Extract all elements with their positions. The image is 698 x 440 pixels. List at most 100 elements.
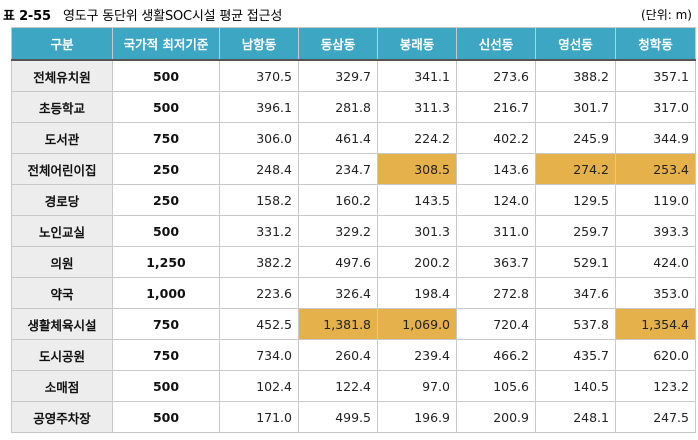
highlighted-value-cell: 1,381.8 bbox=[298, 308, 378, 340]
standard-cell: 750 bbox=[112, 339, 220, 371]
value-cell: 200.2 bbox=[377, 246, 457, 278]
value-cell: 306.0 bbox=[219, 122, 299, 154]
value-cell: 245.9 bbox=[535, 122, 616, 154]
value-cell: 122.4 bbox=[298, 370, 378, 402]
row-label: 노인교실 bbox=[11, 215, 113, 247]
value-cell: 105.6 bbox=[456, 370, 536, 402]
value-cell: 97.0 bbox=[377, 370, 457, 402]
highlighted-value-cell: 253.4 bbox=[615, 153, 696, 185]
value-cell: 196.9 bbox=[377, 401, 457, 433]
table-row: 전체유치원 500 370.5 329.7 341.1 273.6 388.2 357.1 bbox=[11, 59, 696, 92]
value-cell: 247.5 bbox=[615, 401, 696, 433]
header-namhang: 남항동 bbox=[219, 27, 299, 61]
standard-cell: 500 bbox=[112, 215, 220, 247]
value-cell: 248.4 bbox=[219, 153, 299, 185]
value-cell: 370.5 bbox=[219, 59, 299, 92]
value-cell: 311.0 bbox=[456, 215, 536, 247]
value-cell: 311.3 bbox=[377, 91, 457, 123]
row-label: 전체어린이집 bbox=[11, 153, 113, 185]
value-cell: 537.8 bbox=[535, 308, 616, 340]
value-cell: 341.1 bbox=[377, 59, 457, 92]
value-cell: 234.7 bbox=[298, 153, 378, 185]
value-cell: 301.3 bbox=[377, 215, 457, 247]
value-cell: 452.5 bbox=[219, 308, 299, 340]
row-label: 도시공원 bbox=[11, 339, 113, 371]
row-label: 초등학교 bbox=[11, 91, 113, 123]
value-cell: 260.4 bbox=[298, 339, 378, 371]
value-cell: 734.0 bbox=[219, 339, 299, 371]
table-row: 도서관 750 306.0 461.4 224.2 402.2 245.9 344.9 bbox=[11, 122, 696, 154]
value-cell: 497.6 bbox=[298, 246, 378, 278]
value-cell: 363.7 bbox=[456, 246, 536, 278]
value-cell: 317.0 bbox=[615, 91, 696, 123]
value-cell: 140.5 bbox=[535, 370, 616, 402]
value-cell: 200.9 bbox=[456, 401, 536, 433]
standard-cell: 750 bbox=[112, 122, 220, 154]
value-cell: 224.2 bbox=[377, 122, 457, 154]
table-row: 전체어린이집 250 248.4 234.7 308.5 143.6 274.2 253.4 bbox=[11, 153, 696, 185]
highlighted-value-cell: 274.2 bbox=[535, 153, 616, 185]
value-cell: 223.6 bbox=[219, 277, 299, 309]
value-cell: 143.5 bbox=[377, 184, 457, 216]
table-title: 영도구 동단위 생활SOC시설 평균 접근성 bbox=[63, 9, 283, 24]
value-cell: 344.9 bbox=[615, 122, 696, 154]
value-cell: 331.2 bbox=[219, 215, 299, 247]
table-row: 도시공원 750 734.0 260.4 239.4 466.2 435.7 620.0 bbox=[11, 339, 696, 371]
standard-cell: 250 bbox=[112, 184, 220, 216]
value-cell: 347.6 bbox=[535, 277, 616, 309]
standard-cell: 1,000 bbox=[112, 277, 220, 309]
row-label: 생활체육시설 bbox=[11, 308, 113, 340]
row-label: 경로당 bbox=[11, 184, 113, 216]
value-cell: 239.4 bbox=[377, 339, 457, 371]
value-cell: 102.4 bbox=[219, 370, 299, 402]
value-cell: 461.4 bbox=[298, 122, 378, 154]
value-cell: 393.3 bbox=[615, 215, 696, 247]
value-cell: 382.2 bbox=[219, 246, 299, 278]
highlighted-value-cell: 1,069.0 bbox=[377, 308, 457, 340]
standard-cell: 500 bbox=[112, 91, 220, 123]
highlighted-value-cell: 1,354.4 bbox=[615, 308, 696, 340]
value-cell: 466.2 bbox=[456, 339, 536, 371]
table-number: 표 2-55 bbox=[3, 9, 51, 24]
value-cell: 158.2 bbox=[219, 184, 299, 216]
value-cell: 160.2 bbox=[298, 184, 378, 216]
value-cell: 720.4 bbox=[456, 308, 536, 340]
value-cell: 388.2 bbox=[535, 59, 616, 92]
value-cell: 123.2 bbox=[615, 370, 696, 402]
header-category: 구분 bbox=[11, 27, 113, 61]
unit-label: (단위: m) bbox=[641, 8, 692, 22]
table-row: 약국 1,000 223.6 326.4 198.4 272.8 347.6 353.0 bbox=[11, 277, 696, 309]
value-cell: 353.0 bbox=[615, 277, 696, 309]
row-label: 약국 bbox=[11, 277, 113, 309]
value-cell: 281.8 bbox=[298, 91, 378, 123]
value-cell: 329.2 bbox=[298, 215, 378, 247]
highlighted-value-cell: 308.5 bbox=[377, 153, 457, 185]
value-cell: 357.1 bbox=[615, 59, 696, 92]
table-body: 전체유치원 500 370.5 329.7 341.1 273.6 388.2 357.1 초등… bbox=[11, 59, 696, 433]
value-cell: 119.0 bbox=[615, 184, 696, 216]
value-cell: 529.1 bbox=[535, 246, 616, 278]
value-cell: 435.7 bbox=[535, 339, 616, 371]
table-row: 소매점 500 102.4 122.4 97.0 105.6 140.5 123.2 bbox=[11, 370, 696, 402]
standard-cell: 500 bbox=[112, 401, 220, 433]
value-cell: 143.6 bbox=[456, 153, 536, 185]
value-cell: 216.7 bbox=[456, 91, 536, 123]
standard-cell: 500 bbox=[112, 370, 220, 402]
table-row: 초등학교 500 396.1 281.8 311.3 216.7 301.7 317.0 bbox=[11, 91, 696, 123]
value-cell: 272.8 bbox=[456, 277, 536, 309]
value-cell: 499.5 bbox=[298, 401, 378, 433]
value-cell: 124.0 bbox=[456, 184, 536, 216]
value-cell: 301.7 bbox=[535, 91, 616, 123]
row-label: 공영주차장 bbox=[11, 401, 113, 433]
header-yeongseon: 영선동 bbox=[535, 27, 616, 61]
value-cell: 259.7 bbox=[535, 215, 616, 247]
row-label: 소매점 bbox=[11, 370, 113, 402]
value-cell: 273.6 bbox=[456, 59, 536, 92]
value-cell: 329.7 bbox=[298, 59, 378, 92]
value-cell: 396.1 bbox=[219, 91, 299, 123]
value-cell: 248.1 bbox=[535, 401, 616, 433]
table-row: 노인교실 500 331.2 329.2 301.3 311.0 259.7 393.3 bbox=[11, 215, 696, 247]
standard-cell: 750 bbox=[112, 308, 220, 340]
value-cell: 129.5 bbox=[535, 184, 616, 216]
